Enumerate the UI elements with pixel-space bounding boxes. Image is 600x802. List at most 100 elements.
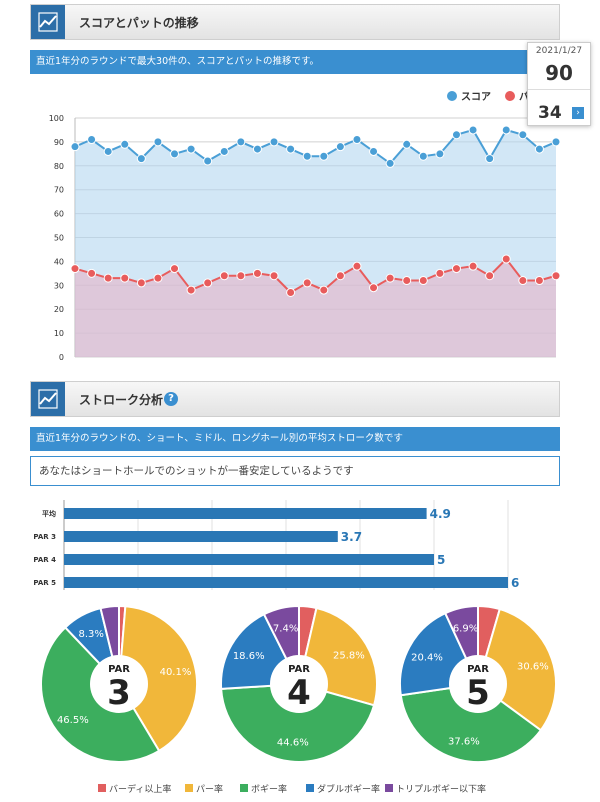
data-point [369,146,379,156]
donut-hole [449,655,507,713]
slice-label: 44.6% [277,738,309,749]
legend-label: トリプルボギー以下率 [396,783,486,795]
data-point [534,276,544,286]
y-tick-label: 70 [54,186,64,195]
data-point [70,264,80,274]
line-chart-icon [31,5,65,39]
data-point [153,273,163,283]
legend-label: バーディ以上率 [109,783,171,795]
slice-label: 20.4% [411,652,443,663]
data-point [335,142,345,152]
legend-marker [505,91,515,101]
data-point [103,273,113,283]
bar-value-label: 6 [511,576,519,590]
data-point [518,130,528,140]
data-point [286,287,296,297]
data-point [252,144,262,154]
data-point [402,139,412,149]
data-point [385,158,395,168]
data-point [136,154,146,164]
data-point [219,146,229,156]
data-point [501,125,511,135]
help-icon[interactable]: ? [164,392,178,406]
data-point [468,261,478,271]
stroke-note: あなたはショートホールでのショットが一番安定しているようです [30,456,560,486]
legend-marker [185,784,193,792]
data-point [352,261,362,271]
data-point [269,137,279,147]
data-point [286,144,296,154]
series-area [75,259,556,357]
data-point [70,142,80,152]
legend-marker [385,784,393,792]
data-point [186,144,196,154]
data-point [485,271,495,281]
y-tick-label: 50 [54,234,64,243]
slice-label: 25.8% [333,650,365,661]
slice-label: 6.9% [453,623,478,634]
data-point [369,283,379,293]
legend-marker [98,784,106,792]
bar-value-label: 3.7 [341,530,362,544]
category-label: PAR 3 [33,533,56,541]
data-point [103,146,113,156]
chevron-right-icon[interactable]: › [572,107,584,119]
data-point [451,264,461,274]
y-tick-label: 60 [54,210,64,219]
data-point [501,254,511,264]
pie-slice [476,607,557,732]
legend-label: パー率 [196,783,223,795]
data-point [335,271,345,281]
y-tick-label: 20 [54,305,64,314]
bar [64,531,338,542]
data-point [153,137,163,147]
data-point [252,268,262,278]
bar [64,577,508,588]
slice-label: 46.5% [57,715,89,726]
slice-label: 40.1% [160,667,192,678]
bar [64,554,434,565]
legend-marker [447,91,457,101]
slice-label: 8.3% [79,629,104,640]
data-point [136,278,146,288]
stroke-bar-chart: 平均 4.9 PAR 3 3.7 PAR 4 5 PAR 5 6 [33,500,519,590]
data-point [551,271,561,281]
legend-label: ボギー率 [251,783,287,795]
data-point [319,285,329,295]
data-point [269,271,279,281]
data-point [451,130,461,140]
data-point [170,264,180,274]
score-putt-info: 直近1年分のラウンドで最大30件の、スコアとパットの推移です。 [30,50,560,74]
y-tick-label: 30 [54,281,64,290]
pie-slice [399,682,543,763]
category-label: PAR 4 [33,556,56,564]
data-point [120,273,130,283]
data-point [402,276,412,286]
slice-label: 37.6% [448,736,480,747]
data-point [418,276,428,286]
slice-label: 7.4% [273,624,298,635]
y-tick-label: 90 [54,138,64,147]
data-point [203,278,213,288]
par-label: PAR [108,664,130,675]
data-point [468,125,478,135]
slice-label: 30.6% [517,661,549,672]
bar-value-label: 5 [437,553,445,567]
tooltip-date: 2021/1/27 [535,46,583,56]
par-number: 4 [287,673,311,713]
stroke-info: 直近1年分のラウンドの、ショート、ミドル、ロングホール別の平均ストローク数です [30,427,560,451]
data-point [518,276,528,286]
pie-slice [220,682,376,763]
category-label: PAR 5 [33,579,56,587]
data-point [534,144,544,154]
data-point [435,149,445,159]
line-chart-icon [31,382,65,416]
data-point [385,273,395,283]
legend-marker [306,784,314,792]
hole-result-pie-charts: 40.1%46.5%8.3%PAR325.8%44.6%18.6%7.4%PAR… [40,604,557,795]
y-tick-label: 0 [59,353,64,362]
tooltip-score: 90 [545,61,573,85]
data-point [319,151,329,161]
par-label: PAR [467,664,489,675]
data-point [203,156,213,166]
